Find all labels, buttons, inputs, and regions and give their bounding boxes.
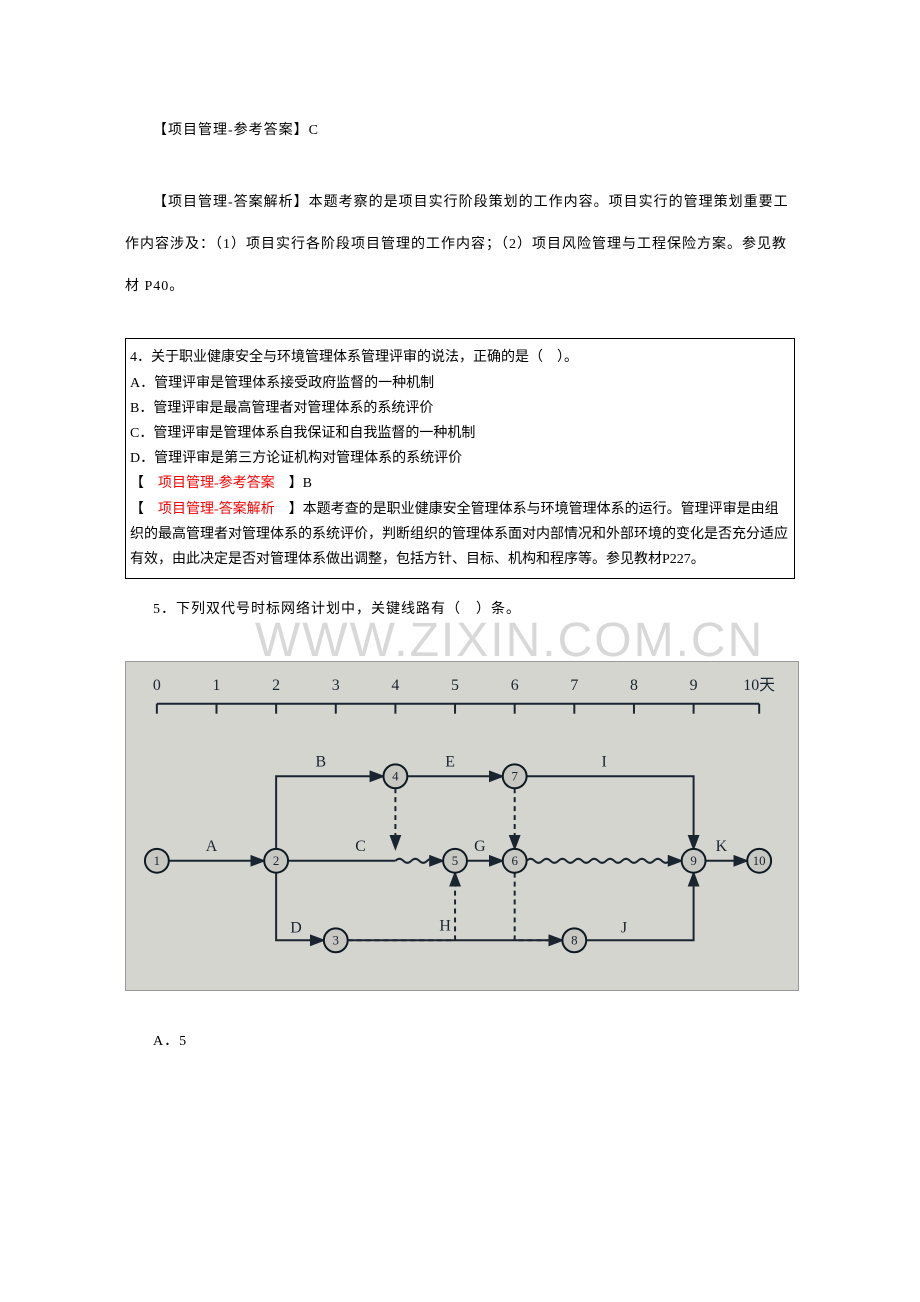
q4-ans-val: B bbox=[303, 476, 312, 491]
svg-text:4: 4 bbox=[391, 677, 399, 694]
svg-text:3: 3 bbox=[332, 677, 340, 694]
q4-optD: D．管理评审是第三方论证机构对管理体系的系统评价 bbox=[130, 446, 790, 471]
svg-text:8: 8 bbox=[571, 933, 577, 948]
svg-text:2: 2 bbox=[273, 853, 279, 868]
svg-text:0: 0 bbox=[153, 677, 161, 694]
bracket-l: 【 bbox=[130, 476, 158, 491]
network-diagram: 0 1 2 3 4 5 6 7 8 9 10天 A B C D E G H I J K 1 2 3 4 5 6 7 8 9 10 bbox=[125, 661, 799, 991]
svg-text:7: 7 bbox=[570, 677, 578, 694]
answer-line: 【项目管理-参考答案】C bbox=[125, 120, 795, 142]
svg-text:H: H bbox=[439, 918, 451, 935]
q4-stem: 4．关于职业健康安全与环境管理体系管理评审的说法，正确的是（ ）。 bbox=[130, 345, 790, 370]
question4-box: 4．关于职业健康安全与环境管理体系管理评审的说法，正确的是（ ）。 A．管理评审… bbox=[125, 338, 795, 579]
svg-text:E: E bbox=[445, 754, 455, 771]
svg-text:6: 6 bbox=[511, 677, 519, 694]
svg-text:C: C bbox=[355, 838, 366, 855]
bracket-r: 】 bbox=[275, 476, 303, 491]
svg-text:1: 1 bbox=[154, 853, 160, 868]
svg-text:K: K bbox=[716, 838, 728, 855]
q5-stem: 5．下列双代号时标网络计划中，关键线路有（ ）条。 bbox=[125, 599, 795, 621]
svg-text:10天: 10天 bbox=[743, 677, 775, 694]
svg-text:A: A bbox=[206, 838, 218, 855]
svg-text:9: 9 bbox=[690, 853, 696, 868]
svg-text:3: 3 bbox=[333, 933, 339, 948]
svg-text:1: 1 bbox=[213, 677, 221, 694]
q4-answer-line: 【 项目管理-参考答案 】B bbox=[130, 471, 790, 496]
bracket-r2: 】 bbox=[275, 502, 303, 517]
q4-optA: A．管理评审是管理体系接受政府监督的一种机制 bbox=[130, 371, 790, 396]
svg-text:5: 5 bbox=[452, 853, 458, 868]
svg-text:10: 10 bbox=[753, 853, 766, 868]
q4-exp-label: 项目管理-答案解析 bbox=[158, 502, 275, 517]
q4-ans-label: 项目管理-参考答案 bbox=[158, 476, 275, 491]
bracket-l2: 【 bbox=[130, 502, 158, 517]
svg-text:7: 7 bbox=[511, 769, 518, 784]
svg-text:8: 8 bbox=[630, 677, 638, 694]
analysis-text: 【项目管理-答案解析】本题考察的是项目实行阶段策划的工作内容。项目实行的管理策划… bbox=[125, 182, 795, 308]
q5-optA: A．5 bbox=[125, 1031, 795, 1053]
svg-text:J: J bbox=[621, 920, 627, 937]
svg-text:9: 9 bbox=[690, 677, 698, 694]
svg-text:D: D bbox=[290, 920, 301, 937]
q4-explain: 【 项目管理-答案解析 】本题考查的是职业健康安全管理体系与环境管理体系的运行。… bbox=[130, 497, 790, 573]
svg-text:5: 5 bbox=[451, 677, 459, 694]
q4-optC: C．管理评审是管理体系自我保证和自我监督的一种机制 bbox=[130, 421, 790, 446]
svg-text:4: 4 bbox=[392, 769, 399, 784]
svg-text:2: 2 bbox=[272, 677, 280, 694]
svg-text:6: 6 bbox=[511, 853, 518, 868]
svg-text:I: I bbox=[601, 754, 606, 771]
q4-optB: B．管理评审是最高管理者对管理体系的系统评价 bbox=[130, 396, 790, 421]
svg-text:B: B bbox=[316, 754, 327, 771]
svg-text:G: G bbox=[474, 838, 485, 855]
